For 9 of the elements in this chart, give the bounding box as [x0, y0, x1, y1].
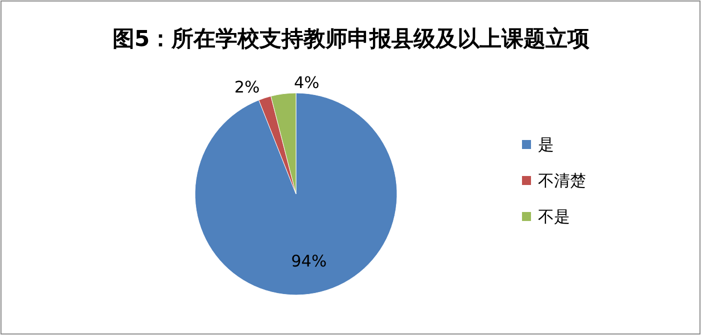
- chart-title: 图5：所在学校支持教师申报县级及以上课题立项: [112, 26, 590, 52]
- data-label: 4%: [294, 72, 320, 92]
- legend-label: 不清楚: [538, 171, 586, 190]
- pie-slice: [258, 96, 296, 194]
- data-label: 94%: [291, 251, 327, 270]
- data-label: 2%: [234, 77, 260, 96]
- legend-label: 是: [538, 135, 554, 154]
- legend-label: 不是: [538, 207, 570, 226]
- pie-slice: [194, 92, 398, 296]
